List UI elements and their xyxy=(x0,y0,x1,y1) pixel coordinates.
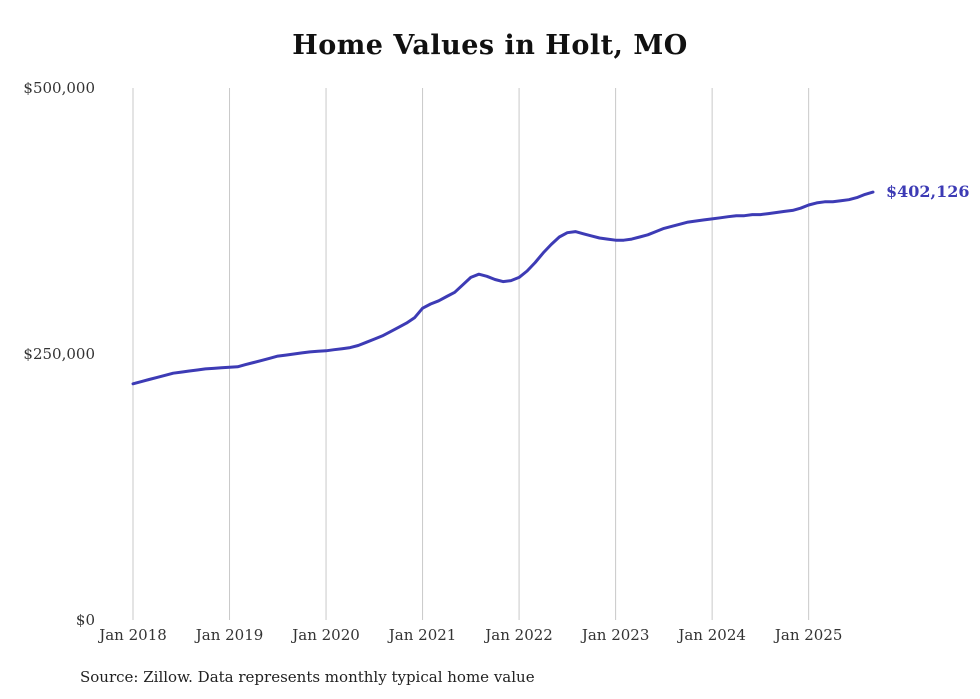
y-tick-label: $0 xyxy=(76,611,95,629)
x-tick-label: Jan 2025 xyxy=(773,626,843,644)
x-tick-label: Jan 2020 xyxy=(290,626,360,644)
x-tick-label: Jan 2021 xyxy=(387,626,457,644)
source-note: Source: Zillow. Data represents monthly … xyxy=(80,668,535,686)
x-tick-label: Jan 2018 xyxy=(97,626,167,644)
x-tick-label: Jan 2019 xyxy=(194,626,264,644)
y-tick-label: $250,000 xyxy=(23,345,95,363)
x-tick-label: Jan 2024 xyxy=(676,626,746,644)
chart-title: Home Values in Holt, MO xyxy=(292,30,688,61)
x-tick-label: Jan 2023 xyxy=(580,626,650,644)
y-tick-label: $500,000 xyxy=(23,79,95,97)
series-line xyxy=(131,190,875,386)
x-tick-label: Jan 2022 xyxy=(483,626,553,644)
last-value-annotation: $402,126 xyxy=(886,182,970,202)
